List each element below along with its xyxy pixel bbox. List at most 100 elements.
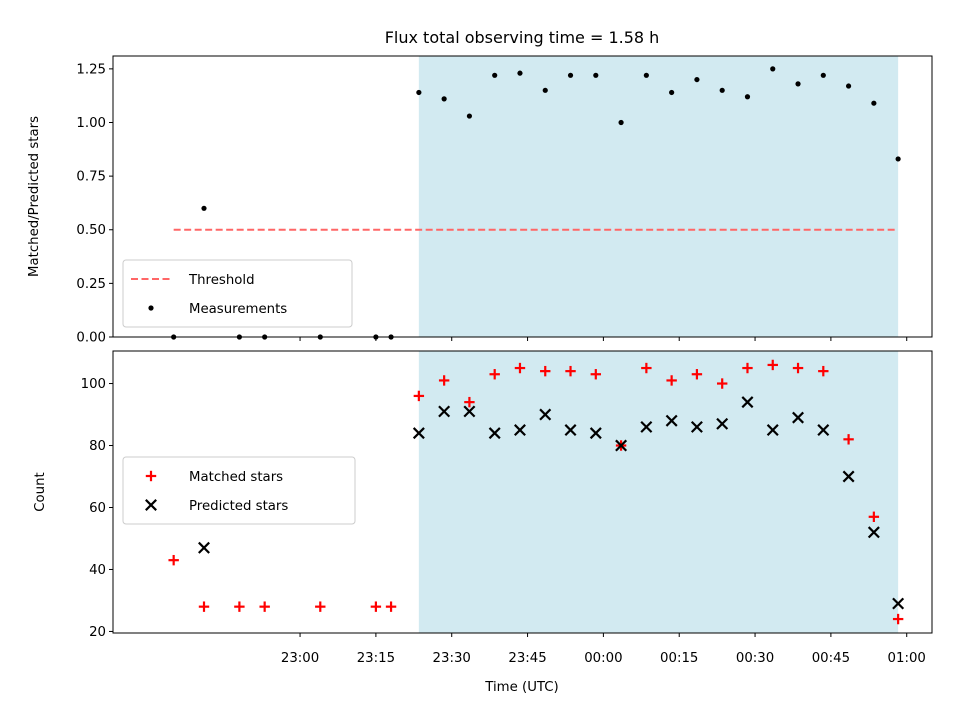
data-point <box>845 83 852 89</box>
y-tick-label: 40 <box>89 563 106 578</box>
data-point <box>385 601 397 612</box>
data-point <box>716 417 729 430</box>
data-point <box>615 439 628 452</box>
observing-window <box>418 56 899 337</box>
legend-marker <box>145 499 157 511</box>
legend-label: Threshold <box>188 273 255 288</box>
x-tick-label: 01:00 <box>888 651 926 666</box>
data-point <box>690 420 703 433</box>
y-tick-label: 20 <box>89 625 106 640</box>
data-point <box>412 427 425 440</box>
data-point <box>234 601 245 612</box>
data-point <box>168 554 179 566</box>
data-point <box>517 70 523 76</box>
series-matched-stars <box>168 359 904 625</box>
data-point <box>892 613 904 625</box>
data-point <box>201 205 207 211</box>
plot-frame <box>112 55 933 338</box>
data-point <box>694 76 700 83</box>
data-point <box>641 362 652 374</box>
series-measurements <box>171 66 901 340</box>
data-point <box>542 87 548 93</box>
data-point <box>867 526 880 539</box>
x-tick-label: 23:30 <box>433 651 471 666</box>
y-tick-label: 0.50 <box>76 223 106 238</box>
y-tick-label: 100 <box>81 377 106 392</box>
data-point <box>766 424 779 436</box>
data-point <box>871 100 877 106</box>
data-point <box>593 72 599 78</box>
data-point <box>665 414 678 427</box>
data-point <box>370 601 382 612</box>
y-axis-title-ratio: Matched/Predicted stars <box>27 116 42 277</box>
data-point <box>198 541 210 554</box>
data-point <box>792 362 804 374</box>
x-axis: 23:00 23:15 23:30 23:45 00:00 00:15 00:30 00:45… <box>281 651 926 666</box>
data-point <box>666 375 677 386</box>
y-tick-label: 60 <box>89 501 106 516</box>
legend: Threshold Measurements <box>122 259 353 328</box>
x-tick-label: 23:15 <box>357 651 395 666</box>
data-point <box>416 89 422 96</box>
data-point <box>438 405 451 418</box>
data-point <box>744 94 751 100</box>
data-point <box>691 369 703 380</box>
data-point <box>719 87 725 93</box>
data-point <box>441 96 447 102</box>
data-point <box>716 378 728 389</box>
plot-frame <box>112 350 933 634</box>
x-tick-label: 00:00 <box>584 651 622 666</box>
data-point <box>843 434 854 445</box>
data-point <box>488 427 501 440</box>
data-point <box>466 113 473 119</box>
data-point <box>540 365 551 377</box>
data-point <box>539 408 552 421</box>
data-point <box>315 601 326 612</box>
ratio-panel: 0.00 0.25 0.50 0.75 1.00 1.25 Threshold Measure… <box>76 55 933 346</box>
observing-window <box>418 351 899 633</box>
data-point <box>198 601 210 612</box>
data-point <box>770 66 776 72</box>
data-point <box>489 369 500 380</box>
x-tick-label: 00:15 <box>660 651 698 666</box>
x-axis-title: Time (UTC) <box>484 680 559 695</box>
y-tick-label: 80 <box>89 439 106 454</box>
y-tick-label: 0.00 <box>76 331 106 346</box>
data-point <box>514 362 526 374</box>
data-point <box>589 427 602 440</box>
data-point <box>892 597 905 610</box>
legend-label: Matched stars <box>189 470 283 485</box>
legend-box <box>122 456 356 525</box>
y-tick-label: 1.00 <box>76 116 106 131</box>
x-tick-label: 00:30 <box>736 651 774 666</box>
legend-marker <box>145 470 157 482</box>
data-point <box>741 396 754 409</box>
data-point <box>565 365 576 377</box>
chart-title: Flux total observing time = 1.58 h <box>385 28 660 47</box>
x-tick-label: 23:45 <box>508 651 546 666</box>
data-point <box>643 72 649 78</box>
series-predicted-stars <box>198 396 905 610</box>
legend-box <box>122 259 353 328</box>
data-point <box>618 119 624 126</box>
data-point <box>795 81 801 87</box>
data-point <box>792 411 805 424</box>
data-point <box>742 362 753 374</box>
data-point <box>767 359 778 371</box>
data-point <box>590 369 602 380</box>
data-point <box>564 424 577 436</box>
legend-marker <box>148 305 154 311</box>
data-point <box>895 156 901 162</box>
legend-label: Predicted stars <box>189 499 288 514</box>
data-point <box>820 72 826 78</box>
data-point <box>438 375 450 386</box>
y-tick-label: 0.75 <box>76 170 106 185</box>
data-point <box>464 396 475 408</box>
x-tick-label: 00:45 <box>812 651 850 666</box>
data-point <box>567 72 574 78</box>
y-tick-label: 0.25 <box>76 277 106 292</box>
data-point <box>818 365 829 377</box>
data-point <box>259 601 270 612</box>
y-axis-title-count: Count <box>33 472 48 512</box>
